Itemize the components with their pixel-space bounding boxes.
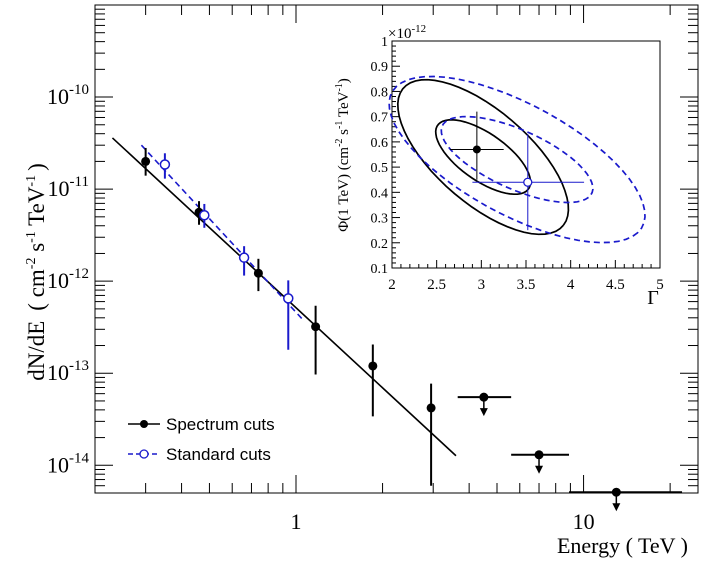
inset-best-fit-marks <box>450 111 585 231</box>
legend-standard-marker <box>139 449 149 459</box>
upper-limit-point <box>611 487 621 497</box>
y-tick-label: 10-11 <box>48 174 89 201</box>
contour-line <box>434 118 532 196</box>
inset-y-tick-label: 0.3 <box>371 212 389 227</box>
legend: Spectrum cuts Standard cuts <box>128 415 275 464</box>
data-point <box>283 293 294 304</box>
upper-limit-arrowhead <box>535 465 544 474</box>
inset-x-tick-label: 5 <box>656 277 664 293</box>
main-x-tick-labels: 1 10 <box>291 509 595 534</box>
upper-limit-arrowhead <box>479 408 488 417</box>
main-axis-ticks <box>94 5 698 494</box>
y-tick-label: 10-10 <box>47 82 89 109</box>
inset-y-tick-labels: 0.1 0.2 0.3 0.4 0.5 0.6 0.7 0.8 0.9 1 <box>371 35 389 277</box>
inset-chart: 0.1 0.2 0.3 0.4 0.5 0.6 0.7 0.8 0.9 1 2 2.5 3 3.5 4 4.… <box>334 23 664 309</box>
x-tick-label: 1 <box>291 509 302 534</box>
main-y-tick-labels: 10-14 10-13 10-12 10-11 10-10 <box>47 82 89 477</box>
y-tick-label: 10-12 <box>47 266 89 293</box>
data-point <box>311 322 321 332</box>
y-tick-label: 10-14 <box>47 450 89 477</box>
contour-line <box>396 78 570 236</box>
legend-spectrum-label: Spectrum cuts <box>166 415 275 434</box>
inset-y-tick-label: 0.1 <box>371 262 389 277</box>
inset-y-tick-label: 0.7 <box>371 111 389 126</box>
main-data-marks <box>141 147 683 512</box>
legend-standard-label: Standard cuts <box>166 445 271 464</box>
inset-multiplier: ×10-12 <box>388 23 426 42</box>
y-tick-label: 10-13 <box>47 358 89 385</box>
data-point <box>159 159 171 170</box>
main-y-axis-title: dN/dE( cm-2 s-1 TeV-1) <box>24 163 49 381</box>
legend-spectrum-marker <box>140 420 148 428</box>
inset-contours <box>388 75 646 244</box>
data-point <box>141 156 151 166</box>
inset-best-fit-point <box>523 177 533 187</box>
inset-x-tick-label: 4 <box>567 277 575 293</box>
inset-y-tick-label: 0.9 <box>371 60 389 75</box>
upper-limit-point <box>479 392 489 402</box>
inset-x-tick-labels: 2 2.5 3 3.5 4 4.5 5 <box>388 277 664 293</box>
data-point <box>238 252 250 263</box>
inset-x-axis-title: Γ <box>647 287 659 309</box>
main-plot-frame <box>94 4 699 494</box>
data-point <box>253 268 263 278</box>
inset-y-tick-label: 0.5 <box>371 161 389 176</box>
inset-y-tick-label: 0.2 <box>371 237 389 252</box>
data-point <box>426 403 436 413</box>
inset-frame <box>391 40 661 269</box>
inset-y-axis-title: Φ(1 TeV) (cm-2 s-1 TeV-1) <box>334 78 352 232</box>
inset-x-tick-label: 2 <box>388 277 396 293</box>
inset-y-tick-label: 0.6 <box>371 136 389 151</box>
data-point <box>368 361 378 371</box>
inset-best-fit-point <box>472 145 481 154</box>
data-point <box>199 210 210 221</box>
inset-x-tick-label: 3 <box>478 277 486 293</box>
upper-limit-point <box>534 450 544 460</box>
inset-x-tick-label: 3.5 <box>517 277 536 293</box>
inset-y-tick-label: 0.8 <box>371 85 389 100</box>
contour-line <box>440 115 594 204</box>
upper-limit-arrowhead <box>612 503 621 512</box>
contour-line <box>388 75 646 244</box>
inset-x-tick-label: 2.5 <box>427 277 446 293</box>
main-x-axis-title: Energy ( TeV ) <box>557 533 688 558</box>
inset-y-tick-label: 0.4 <box>371 186 389 201</box>
x-tick-label: 10 <box>573 509 595 534</box>
inset-x-tick-label: 4.5 <box>606 277 625 293</box>
inset-y-tick-label: 1 <box>381 35 388 50</box>
